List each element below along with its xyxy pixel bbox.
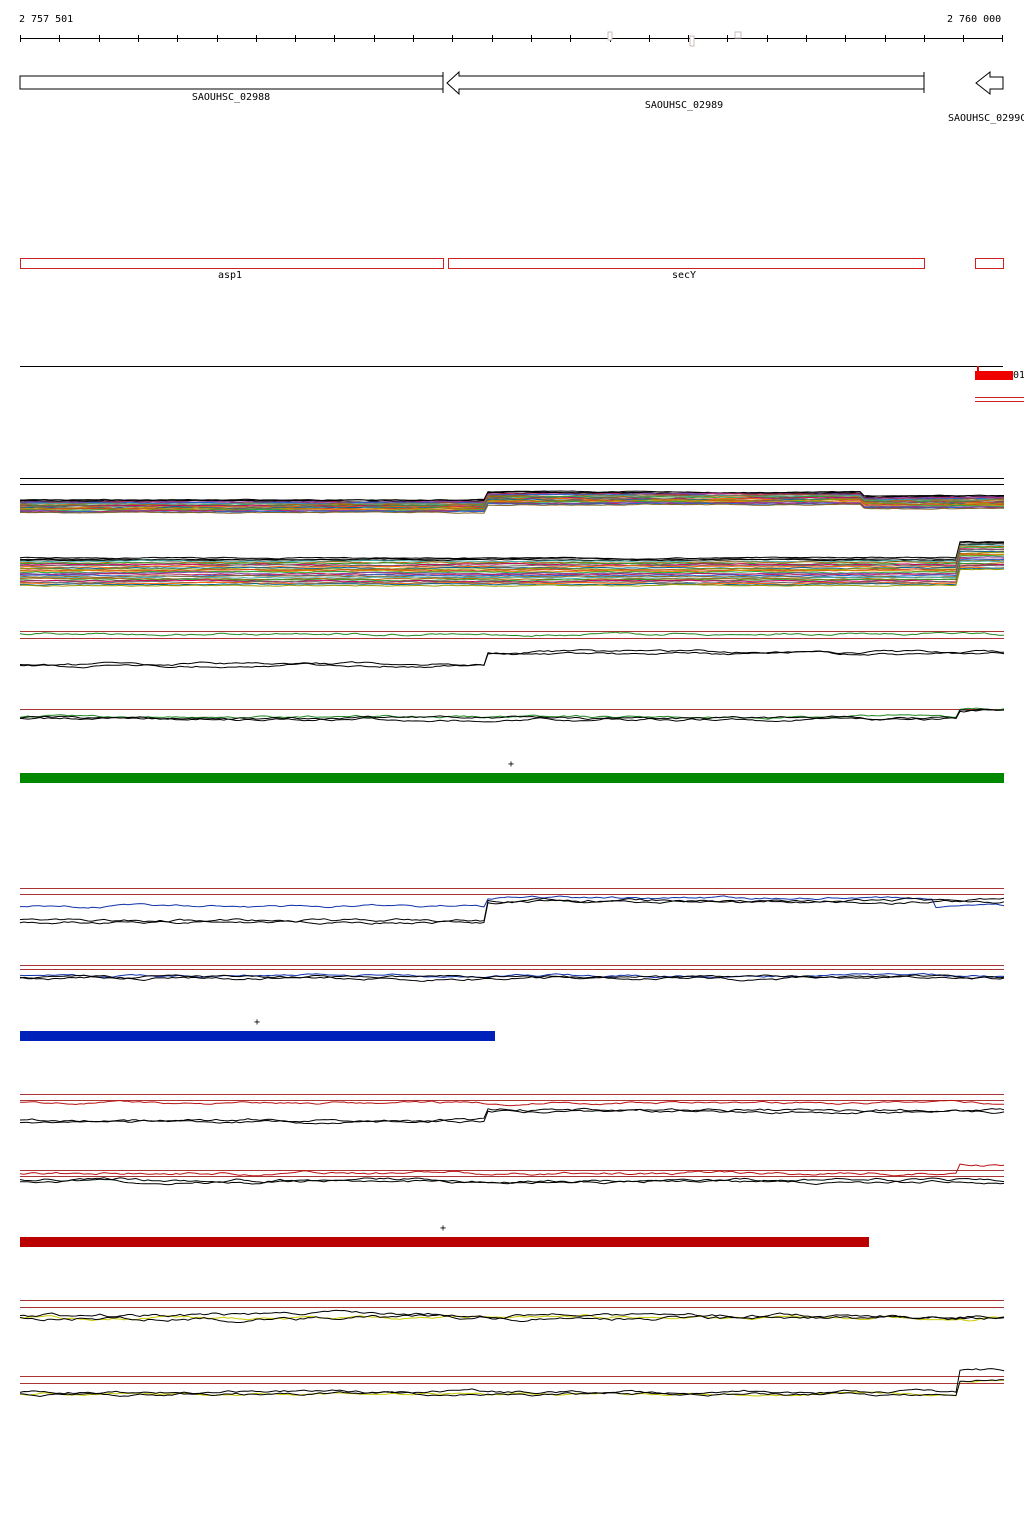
black-expression-line — [19, 1177, 1005, 1184]
blue-expression-line — [19, 972, 1005, 979]
red-expression-line — [19, 1163, 1005, 1177]
black-expression-line — [19, 1178, 1005, 1186]
gene-annotation-track — [19, 70, 1024, 402]
black-expression-line — [19, 974, 1005, 980]
feature-red-marker[interactable] — [975, 371, 1013, 380]
black-expression-line — [19, 1379, 1005, 1398]
cds-box-secY[interactable] — [448, 258, 925, 269]
ruler-marker — [607, 31, 613, 41]
black-expression-line — [19, 708, 1004, 721]
gene-label-SAOUHSC_02989: SAOUHSC_02989 — [644, 100, 724, 111]
segment-red-strand: + — [439, 1223, 447, 1234]
cds-box-asp1[interactable] — [20, 258, 444, 269]
multi-sample-line — [19, 567, 1005, 586]
multi-sample-line — [19, 566, 1005, 586]
gene-label-SAOUHSC_02988: SAOUHSC_02988 — [191, 92, 271, 103]
segment-blue-strand: + — [253, 1017, 261, 1028]
multi-sample-line — [20, 562, 1005, 582]
ruler-marker — [689, 35, 695, 47]
cds-label-asp1: asp1 — [217, 270, 243, 281]
green-expression-line — [19, 631, 1005, 638]
cds-label-secY: secY — [671, 270, 697, 281]
segment-bar-red[interactable] — [20, 1237, 869, 1247]
black-expression-line — [19, 899, 1005, 925]
blue-expression-line — [20, 895, 1005, 909]
ruler-start-label: 2 757 501 — [19, 14, 74, 25]
segment-bar-green[interactable] — [20, 773, 1004, 783]
black-expression-line — [19, 1309, 1005, 1320]
multi-sample-line — [19, 498, 1005, 510]
ruler-marker — [734, 31, 742, 39]
multi-sample-line — [19, 502, 1005, 513]
black-expression-line — [19, 897, 1005, 923]
black-expression-line — [19, 1107, 1005, 1124]
cds-box-next[interactable] — [975, 258, 1004, 269]
red-expression-line — [19, 1099, 1004, 1107]
black-expression-line — [19, 649, 1004, 667]
segment-green-strand: + — [507, 759, 515, 770]
multi-sample-line — [19, 540, 1004, 561]
gene-arrow-SAOUHSC_0299C[interactable] — [975, 70, 1004, 96]
gene-label-SAOUHSC_0299C: SAOUHSC_0299C — [948, 113, 1024, 124]
multi-sample-line — [19, 500, 1005, 511]
multi-sample-line — [19, 497, 1005, 508]
black-expression-line — [19, 650, 1005, 669]
black-expression-line — [19, 709, 1005, 723]
multi-sample-line — [19, 550, 1004, 570]
multi-sample-line — [19, 544, 1005, 563]
black-expression-line — [19, 1109, 1005, 1125]
multi-sample-line — [19, 555, 1004, 574]
multi-sample-line — [19, 556, 1005, 575]
multi-sample-line — [19, 568, 1005, 587]
genome-ruler — [20, 31, 1003, 47]
multi-sample-line — [19, 503, 1005, 514]
multi-sample-line — [19, 557, 1005, 576]
ruler-end-label: 2 760 000 — [947, 14, 1002, 25]
yellow-expression-line — [19, 1379, 1005, 1397]
black-expression-line — [19, 1368, 1005, 1396]
segment-bar-blue[interactable] — [20, 1031, 495, 1041]
feature-clipped-label: 01 — [1013, 370, 1024, 381]
black-expression-line — [19, 1314, 1005, 1323]
black-expression-line — [19, 974, 1005, 982]
